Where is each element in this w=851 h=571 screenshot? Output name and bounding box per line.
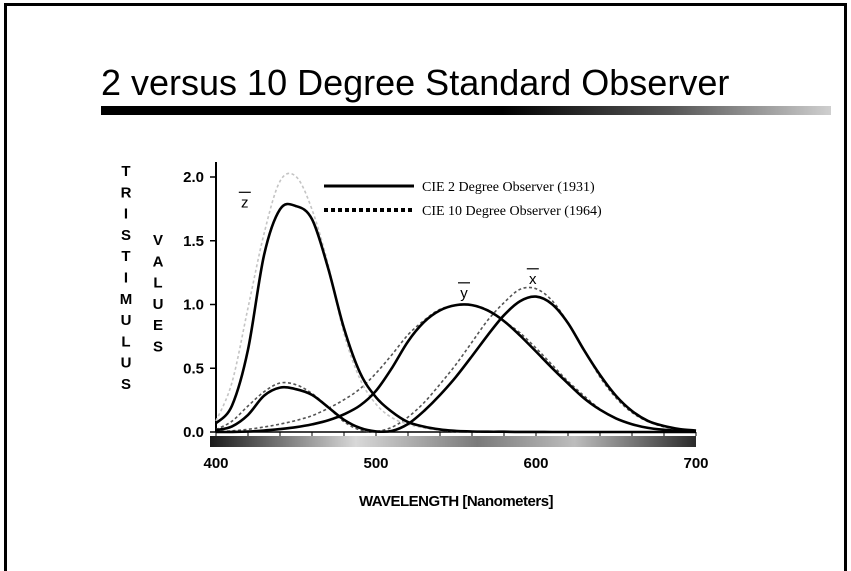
x-tick-label: 400 — [203, 455, 228, 472]
title-rule — [101, 106, 831, 115]
slide-frame — [4, 3, 847, 571]
curve-y-10deg — [215, 303, 697, 433]
y-tick-label: 0.5 — [183, 360, 204, 377]
legend: CIE 2 Degree Observer (1931) CIE 10 Degr… — [324, 180, 602, 219]
curve-label-x: x — [529, 271, 537, 288]
x-axis-label: WAVELENGTH [Nanometers] — [359, 493, 554, 510]
y-tick-label: 1.0 — [183, 297, 204, 314]
curve-label-z: z — [241, 194, 249, 211]
y-tick-label: 1.5 — [183, 233, 204, 250]
y-tick-label: 0.0 — [183, 424, 204, 441]
curve-y-2deg — [215, 303, 697, 434]
curve-z-2deg — [215, 202, 696, 434]
curve-label-y: y — [460, 285, 468, 302]
y-tick-label: 2.0 — [183, 169, 204, 186]
legend-label-2deg: CIE 2 Degree Observer (1931) — [422, 180, 595, 195]
x-tick-label: 500 — [363, 455, 388, 472]
slide-title: 2 versus 10 Degree Standard Observer — [101, 62, 730, 103]
x-tick-label: 700 — [683, 455, 708, 472]
x-tick-label: 600 — [523, 455, 548, 472]
legend-label-10deg: CIE 10 Degree Observer (1964) — [422, 204, 602, 219]
curve-x-2deg — [215, 295, 697, 434]
spectrum-bar — [210, 436, 696, 447]
curve-x-10deg — [215, 286, 697, 433]
